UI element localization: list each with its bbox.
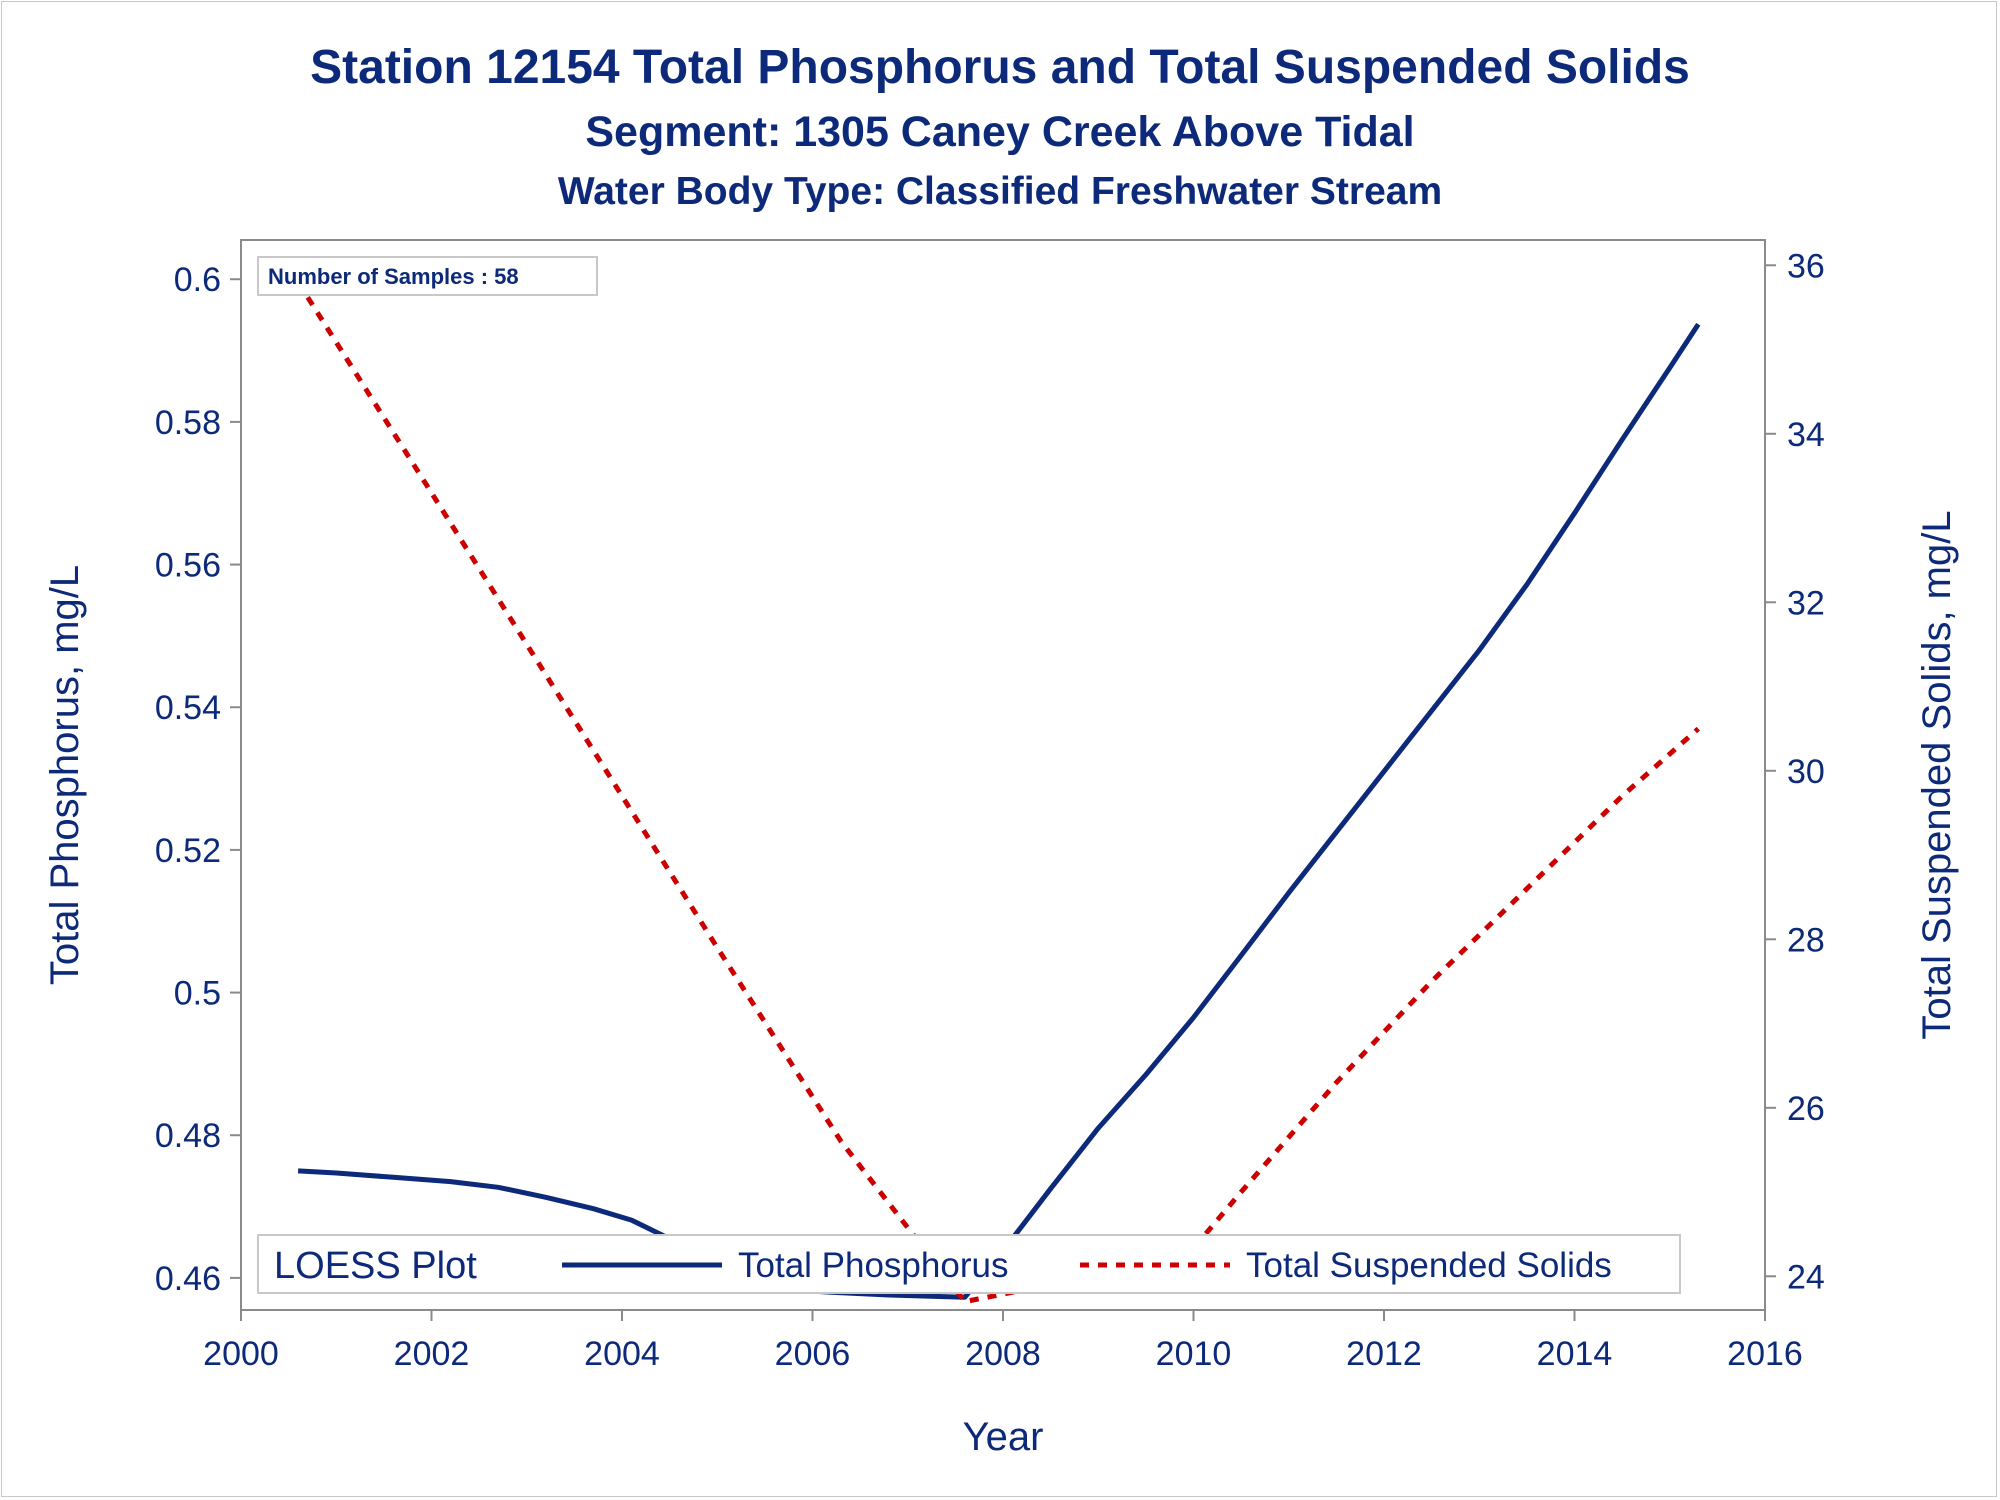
chart-subtitle-2: Water Body Type: Classified Freshwater S… bbox=[557, 170, 1443, 213]
x-tick-label: 2008 bbox=[965, 1335, 1041, 1373]
x-tick-label: 2014 bbox=[1537, 1335, 1613, 1373]
x-tick-label: 2006 bbox=[775, 1335, 851, 1373]
y2-tick-label: 26 bbox=[1787, 1090, 1825, 1128]
legend: LOESS Plot Total Phosphorus Total Suspen… bbox=[257, 1234, 1681, 1294]
y-tick-label: 0.6 bbox=[174, 261, 221, 299]
chart-title: Station 12154 Total Phosphorus and Total… bbox=[310, 41, 1690, 94]
sample-count-box: Number of Samples : 58 bbox=[257, 256, 598, 296]
legend-frame bbox=[257, 1234, 1681, 1294]
sample-count-text: Number of Samples : 58 bbox=[268, 264, 519, 289]
x-tick-label: 2002 bbox=[394, 1335, 470, 1373]
series-line-phosphorus bbox=[297, 322, 1701, 1300]
plot-area bbox=[240, 239, 1766, 1311]
y2-axis-title: Total Suspended Solids, mg/L bbox=[1915, 510, 1959, 1039]
x-tick-label: 2012 bbox=[1346, 1335, 1422, 1373]
y-tick-label: 0.5 bbox=[174, 975, 221, 1013]
x-tick-label: 2004 bbox=[584, 1335, 660, 1373]
y2-tick-label: 32 bbox=[1787, 584, 1825, 622]
series-layer bbox=[295, 280, 1701, 1305]
legend-label-phosphorus: Total Phosphorus bbox=[738, 1246, 1008, 1285]
x-tick-label: 2016 bbox=[1727, 1335, 1803, 1373]
chart-subtitle: Segment: 1305 Caney Creek Above Tidal bbox=[585, 108, 1415, 156]
x-tick-label: 2010 bbox=[1156, 1335, 1232, 1373]
y-tick-label: 0.56 bbox=[155, 547, 221, 585]
y-tick-label: 0.58 bbox=[155, 404, 221, 442]
y-tick-label: 0.54 bbox=[155, 689, 221, 727]
sample-count-frame bbox=[257, 256, 598, 296]
y-tick-label: 0.48 bbox=[155, 1117, 221, 1155]
y2-tick-label: 34 bbox=[1787, 416, 1825, 454]
x-tick-label: 2000 bbox=[203, 1335, 279, 1373]
y-tick-label: 0.46 bbox=[155, 1260, 221, 1298]
series-line-tss bbox=[295, 280, 1700, 1305]
y-axis-title: Total Phosphorus, mg/L bbox=[43, 565, 87, 985]
y2-tick-label: 24 bbox=[1787, 1258, 1825, 1296]
y2-tick-label: 36 bbox=[1787, 247, 1825, 285]
y2-tick-label: 28 bbox=[1787, 921, 1825, 959]
x-axis-title: Year bbox=[963, 1415, 1044, 1459]
y-tick-label: 0.52 bbox=[155, 832, 221, 870]
axes: 2000 2002 2004 2006 2008 2010 2012 2014 2016 0.46… bbox=[43, 247, 1959, 1459]
legend-title: LOESS Plot bbox=[274, 1245, 477, 1287]
y2-tick-label: 30 bbox=[1787, 753, 1825, 791]
legend-label-tss: Total Suspended Solids bbox=[1246, 1246, 1612, 1285]
